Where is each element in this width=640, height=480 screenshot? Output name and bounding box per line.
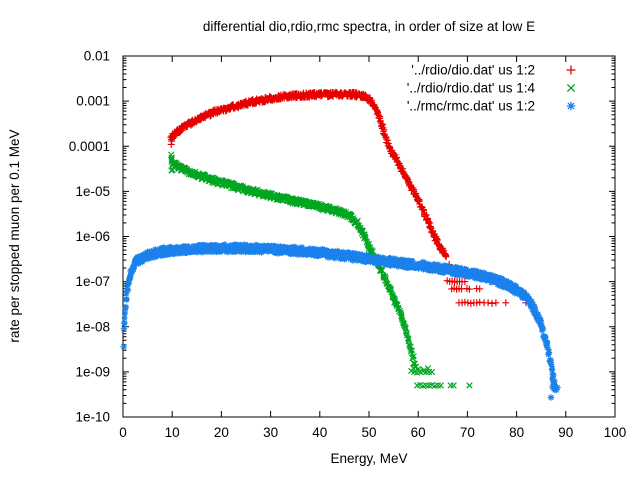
x-axis-label: Energy, MeV (330, 451, 407, 466)
y-tick-label: 0.001 (76, 94, 110, 109)
legend-label-rdio: '../rdio/rdio.dat' us 1:4 (407, 81, 536, 96)
legend-marker-rdio (566, 83, 576, 93)
series-rdio-points (167, 151, 473, 390)
x-tick-label: 10 (165, 425, 180, 440)
x-tick-label: 40 (312, 425, 327, 440)
legend-label-rmc: '../rmc/rmc.dat' us 1:2 (407, 99, 535, 114)
x-tick-label: 0 (119, 425, 127, 440)
legend: '../rdio/dio.dat' us 1:2 '../rdio/rdio.d… (407, 63, 576, 114)
x-tick-label: 20 (214, 425, 229, 440)
x-tick-label: 50 (361, 425, 376, 440)
legend-markers (566, 65, 576, 111)
x-tick-label: 90 (558, 425, 573, 440)
x-tick-label: 100 (604, 425, 627, 440)
y-tick-label: 1e-08 (75, 319, 110, 334)
y-tick-label: 0.0001 (69, 139, 110, 154)
y-tick-label: 1e-09 (75, 364, 110, 379)
x-tick-label: 30 (263, 425, 278, 440)
y-tick-label: 1e-05 (75, 184, 110, 199)
legend-marker-rmc (566, 101, 576, 111)
series-rmc-points (120, 241, 561, 401)
y-tick-label: 0.01 (84, 49, 110, 64)
x-tick-label: 80 (509, 425, 524, 440)
x-tick-label: 70 (460, 425, 475, 440)
chart-title: differential dio,rdio,rmc spectra, in or… (203, 19, 535, 34)
y-tick-label: 1e-06 (75, 229, 110, 244)
y-tick-label: 1e-07 (75, 274, 110, 289)
data-series (120, 88, 561, 401)
legend-marker-dio (566, 65, 576, 75)
y-axis-label: rate per stopped muon per 0.1 MeV (7, 129, 22, 342)
y-tick-label: 1e-10 (75, 410, 110, 425)
x-tick-label: 60 (411, 425, 426, 440)
series-dio-points (167, 88, 530, 307)
plot-border (122, 55, 616, 418)
legend-label-dio: '../rdio/dio.dat' us 1:2 (411, 63, 535, 78)
axis-tick-labels: 0 10 20 30 40 50 60 70 80 90 100 0.01 0.001 0.0001 1e-… (69, 49, 627, 441)
